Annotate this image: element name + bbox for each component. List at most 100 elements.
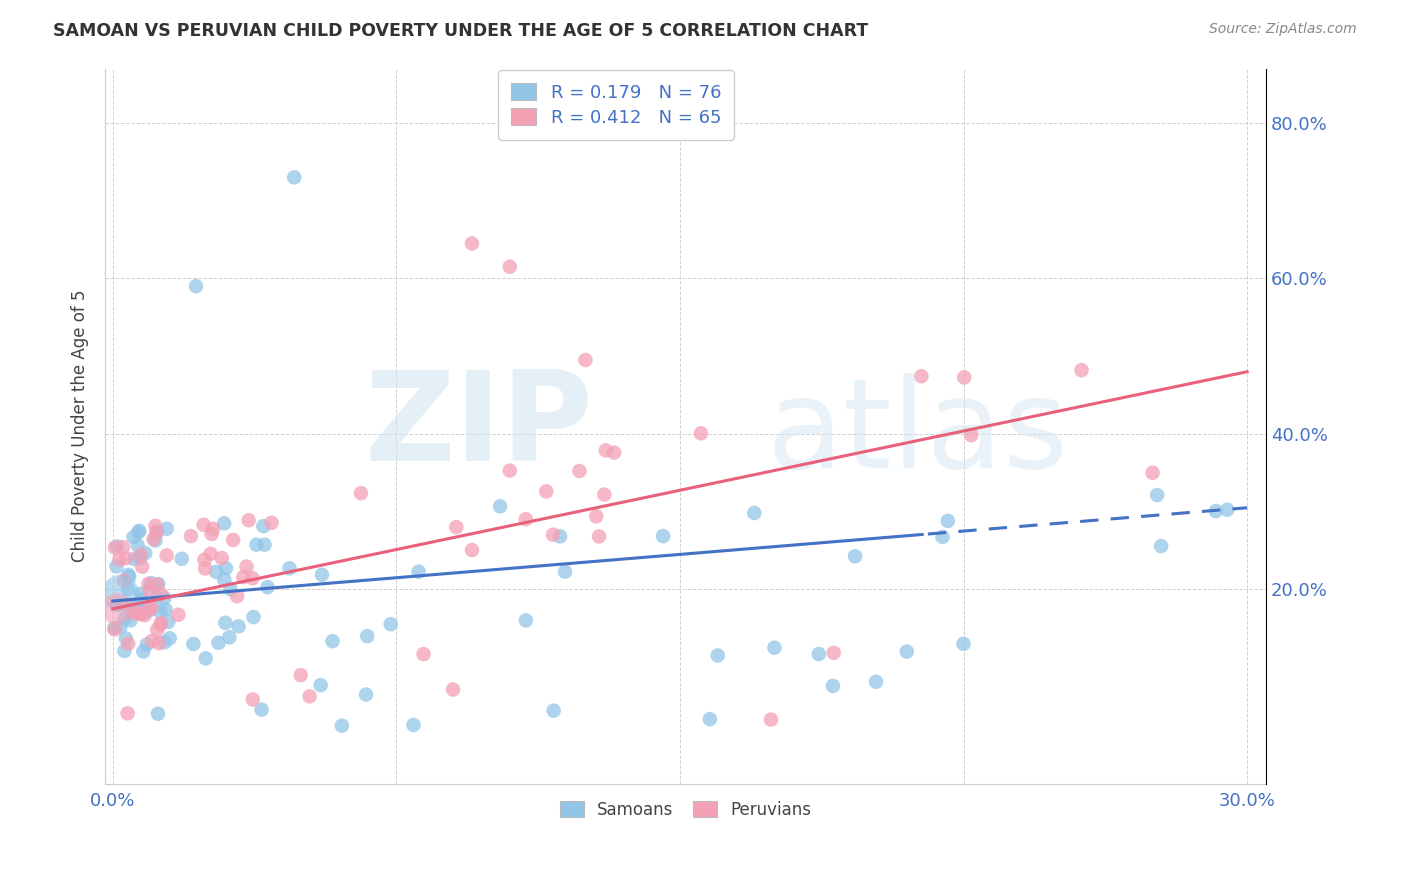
Point [134,546,156,560]
Point [108,552,131,566]
Point [149,605,172,619]
Point [461,543,484,558]
Point [960,428,983,442]
Text: SAMOAN VS PERUVIAN CHILD POVERTY UNDER THE AGE OF 5 CORRELATION CHART: SAMOAN VS PERUVIAN CHILD POVERTY UNDER T… [53,22,869,40]
Point [1150,539,1173,553]
Point [1205,504,1227,518]
Point [132,606,155,620]
Point [515,613,537,627]
Point [652,529,675,543]
Point [807,647,830,661]
Point [309,678,332,692]
Point [134,608,156,623]
Legend: Samoans, Peruvians: Samoans, Peruvians [554,794,818,825]
Point [148,577,170,591]
Point [311,567,333,582]
Point [952,637,974,651]
Point [548,529,571,543]
Point [110,586,132,600]
Point [153,591,176,606]
Point [543,704,565,718]
Point [1146,488,1168,502]
Point [117,582,139,597]
Point [105,559,128,574]
Point [844,549,866,564]
Point [252,519,274,533]
Point [138,576,160,591]
Point [441,682,464,697]
Point [321,634,343,648]
Point [145,519,167,533]
Point [218,630,240,644]
Point [910,369,932,384]
Point [461,236,484,251]
Point [936,514,959,528]
Point [129,592,152,607]
Point [232,570,254,584]
Point [103,621,125,635]
Point [159,632,181,646]
Point [242,692,264,706]
Point [131,559,153,574]
Point [242,571,264,585]
Point [128,551,150,566]
Point [149,617,172,632]
Point [408,565,430,579]
Point [112,644,135,658]
Point [330,718,353,732]
Point [290,668,312,682]
Point [253,538,276,552]
Point [278,561,301,575]
Point [205,565,228,579]
Point [215,561,238,575]
Point [146,623,169,637]
Point [155,602,177,616]
Point [128,606,150,620]
Point [157,615,180,629]
Point [595,443,617,458]
Point [129,607,152,622]
Point [114,611,136,625]
Y-axis label: Child Poverty Under the Age of 5: Child Poverty Under the Age of 5 [72,290,89,562]
Point [141,599,163,614]
Point [896,644,918,658]
Point [194,561,217,575]
Point [156,549,179,563]
Point [690,426,713,441]
Point [142,579,165,593]
Text: atlas: atlas [766,373,1069,494]
Point [235,559,257,574]
Point [118,570,141,584]
Point [122,530,145,544]
Point [124,552,146,566]
Point [574,353,596,368]
Point [350,486,373,500]
Point [117,706,139,721]
Point [120,614,142,628]
Point [200,547,222,561]
Point [499,464,522,478]
Point [499,260,522,274]
Point [170,552,193,566]
Point [110,620,132,634]
Point [105,540,128,554]
Point [260,516,283,530]
Point [129,602,152,616]
Point [150,587,173,601]
Point [153,635,176,649]
Point [1216,502,1239,516]
Text: Source: ZipAtlas.com: Source: ZipAtlas.com [1209,22,1357,37]
Point [931,530,953,544]
Point [380,617,402,632]
Point [699,712,721,726]
Point [129,586,152,600]
Point [1070,363,1092,377]
Point [105,598,128,612]
Point [554,565,576,579]
Point [402,718,425,732]
Point [222,533,245,547]
Point [138,583,160,598]
Point [1142,466,1164,480]
Point [131,597,153,611]
Point [823,646,845,660]
